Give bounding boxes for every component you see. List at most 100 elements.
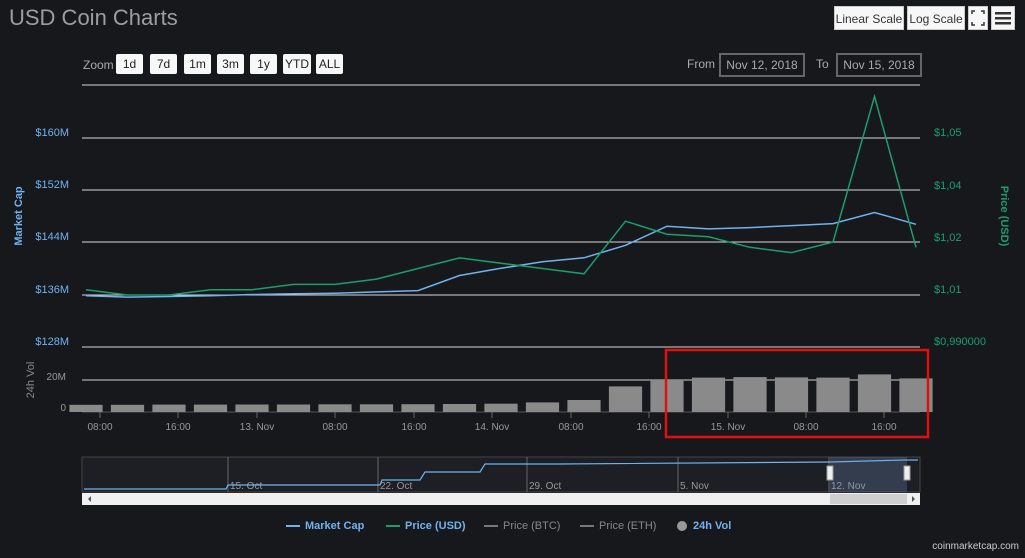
y-left-tick-label: $160M bbox=[35, 127, 69, 139]
to-date-input[interactable]: Nov 15, 2018 bbox=[836, 53, 922, 77]
zoom-label: Zoom bbox=[83, 58, 114, 72]
volume-bar bbox=[401, 404, 435, 412]
volume-axis-title: 24h Vol bbox=[25, 362, 37, 399]
highlight-box bbox=[664, 348, 930, 439]
navigator-tick-label: 12. Nov bbox=[831, 481, 865, 492]
navigator-scrollbar-track bbox=[82, 493, 920, 505]
from-date-input[interactable]: Nov 12, 2018 bbox=[719, 53, 805, 77]
x-tick-label: 16:00 bbox=[165, 422, 190, 433]
x-tick-label: 13. Nov bbox=[240, 422, 274, 433]
legend-price-eth[interactable]: Price (ETH) bbox=[580, 520, 656, 532]
zoom-1m-button[interactable]: 1m bbox=[184, 54, 211, 74]
to-label: To bbox=[816, 57, 829, 71]
y-left-tick-label: $144M bbox=[35, 231, 69, 243]
legend-market-cap-label: Market Cap bbox=[305, 520, 365, 532]
fullscreen-icon bbox=[971, 10, 985, 26]
x-tick-label: 14. Nov bbox=[475, 422, 509, 433]
y-left-tick-label: $136M bbox=[35, 284, 69, 296]
legend-market-cap-line bbox=[286, 525, 300, 527]
y-right-tick-label: $1,04 bbox=[934, 180, 962, 192]
price-usd-series-line bbox=[85, 93, 917, 296]
market-cap-series-line bbox=[85, 211, 917, 298]
legend-market-cap[interactable]: Market Cap bbox=[286, 520, 364, 532]
x-tick-label: 16:00 bbox=[636, 422, 661, 433]
navigator-tick-label: 5. Nov bbox=[680, 481, 709, 492]
y-right-axis-title: Price (USD) bbox=[998, 186, 1010, 247]
x-tick-label: 16:00 bbox=[871, 422, 896, 433]
hamburger-icon bbox=[995, 12, 1011, 25]
x-tick-label: 08:00 bbox=[322, 422, 347, 433]
volume-bar bbox=[816, 377, 850, 412]
y-left-tick-label: $128M bbox=[35, 336, 69, 348]
volume-bar bbox=[276, 404, 311, 412]
volume-bar bbox=[857, 374, 892, 412]
scroll-left-arrow bbox=[88, 496, 91, 502]
zoom-1y-button[interactable]: 1y bbox=[250, 54, 277, 74]
navigator-tick-label: 22. Oct bbox=[380, 481, 412, 492]
y-left-axis-title: Market Cap bbox=[13, 186, 25, 246]
legend-price-usd-line bbox=[386, 525, 400, 527]
legend-price-usd-label: Price (USD) bbox=[405, 520, 466, 532]
volume-bar bbox=[567, 400, 601, 412]
x-tick-label: 08:00 bbox=[793, 422, 818, 433]
x-tick-label: 08:00 bbox=[87, 422, 112, 433]
legend-price-eth-line bbox=[580, 525, 594, 527]
legend-24h-vol-label: 24h Vol bbox=[693, 520, 732, 532]
volume-tick-label: 0 bbox=[60, 403, 66, 414]
legend-24h-vol-dot bbox=[677, 521, 687, 531]
page-title: USD Coin Charts bbox=[9, 5, 178, 30]
volume-bar bbox=[235, 404, 269, 412]
axis-labels: $128M $136M $144M $152M $160M $0,990000 $1,01 $… bbox=[13, 127, 1010, 433]
navigator-left-handle bbox=[826, 465, 834, 481]
grid-lines bbox=[82, 84, 920, 413]
from-label: From bbox=[687, 57, 715, 71]
zoom-all-button[interactable]: ALL bbox=[316, 54, 343, 74]
linear-scale-button[interactable]: Linear Scale bbox=[834, 6, 904, 30]
volume-bar bbox=[691, 377, 726, 412]
log-scale-button[interactable]: Log Scale bbox=[907, 6, 965, 30]
scroll-right-arrow bbox=[912, 496, 915, 502]
navigator-tick-label: 15. Oct bbox=[230, 481, 262, 492]
volume-bar bbox=[442, 404, 477, 412]
volume-tick-label: 20M bbox=[47, 372, 66, 383]
navigator-market-cap-line bbox=[84, 459, 918, 490]
y-right-tick-label: $1,05 bbox=[934, 127, 962, 139]
navigator-tick-label: 29. Oct bbox=[529, 481, 561, 492]
menu-button[interactable] bbox=[991, 6, 1015, 30]
volume-bar bbox=[152, 404, 186, 412]
volume-bar bbox=[193, 404, 228, 412]
y-right-tick-label: $1,02 bbox=[934, 232, 962, 244]
y-left-tick-label: $152M bbox=[35, 179, 69, 191]
zoom-3m-button[interactable]: 3m bbox=[217, 54, 244, 74]
volume-bar bbox=[318, 404, 352, 412]
fullscreen-button[interactable] bbox=[968, 6, 988, 30]
legend-price-btc-line bbox=[484, 525, 498, 527]
x-tick-label: 16:00 bbox=[401, 422, 426, 433]
legend-24h-vol[interactable]: 24h Vol bbox=[677, 520, 731, 532]
volume-bar bbox=[774, 377, 809, 412]
x-tick-label: 15. Nov bbox=[711, 422, 745, 433]
zoom-1d-button[interactable]: 1d bbox=[116, 54, 143, 74]
zoom-ytd-button[interactable]: YTD bbox=[283, 54, 311, 74]
legend-price-btc[interactable]: Price (BTC) bbox=[484, 520, 560, 532]
volume-bar bbox=[733, 377, 767, 412]
volume-bar bbox=[69, 404, 103, 412]
zoom-7d-button[interactable]: 7d bbox=[150, 54, 177, 74]
y-right-tick-label: $1,01 bbox=[934, 284, 962, 296]
navigator-scrollbar-thumb bbox=[830, 494, 907, 504]
credit-text: coinmarketcap.com bbox=[932, 541, 1019, 552]
volume-bar bbox=[359, 404, 394, 412]
volume-bar bbox=[110, 404, 145, 412]
volume-bar bbox=[608, 386, 643, 412]
navigator-right-handle bbox=[903, 465, 911, 481]
x-tick-label: 08:00 bbox=[558, 422, 583, 433]
y-right-tick-label: $0,990000 bbox=[934, 336, 986, 348]
legend-price-usd[interactable]: Price (USD) bbox=[386, 520, 466, 532]
volume-bar bbox=[484, 403, 518, 412]
navigator: 15. Oct 22. Oct 29. Oct 5. Nov 12. Nov bbox=[81, 456, 921, 505]
navigator-selection bbox=[830, 457, 907, 492]
legend-price-eth-label: Price (ETH) bbox=[599, 520, 657, 532]
legend-price-btc-label: Price (BTC) bbox=[503, 520, 561, 532]
volume-bar bbox=[525, 402, 560, 412]
